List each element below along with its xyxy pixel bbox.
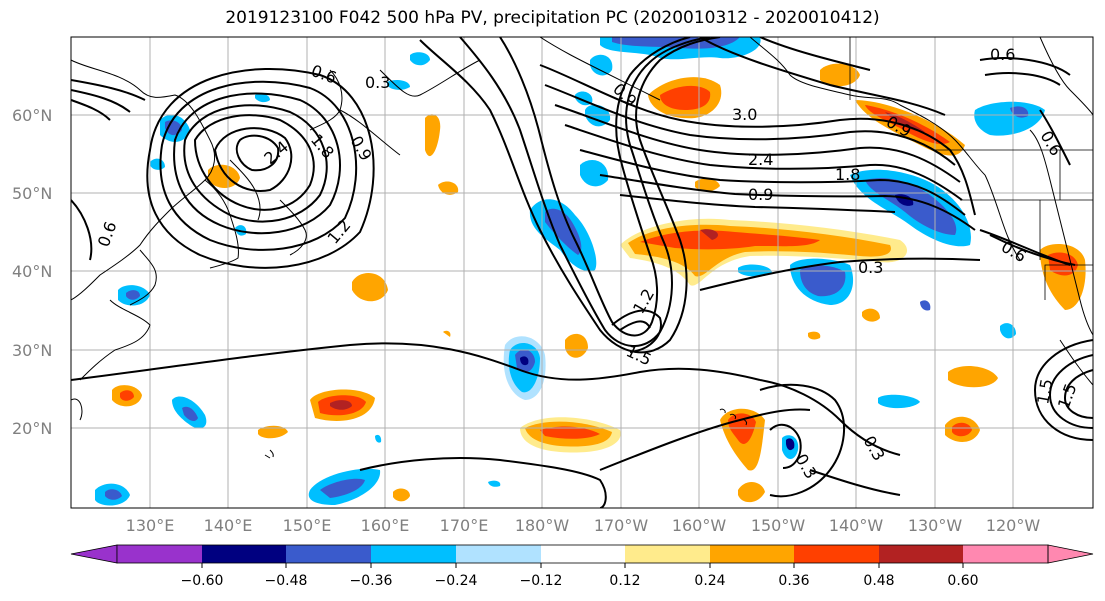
longitude-labels: 130°E 140°E 150°E 160°E 170°E 180°W 170°…: [126, 516, 1041, 535]
colorbar-segment: [117, 545, 202, 563]
colorbar-tick-label: −0.24: [435, 573, 478, 589]
map-border: [70, 36, 1094, 509]
colorbar-segment: [202, 545, 286, 563]
lat-label: 50°N: [12, 184, 52, 203]
colorbar-tick-label: −0.36: [350, 573, 393, 589]
colorbar-tick-label: 0.48: [863, 573, 894, 589]
lon-label: 130°W: [908, 516, 963, 535]
pv-contours: [71, 37, 1093, 508]
latitude-labels: 60°N 50°N 40°N 30°N 20°N: [12, 106, 52, 438]
colorbar-segment: [625, 545, 710, 563]
lon-label: 160°W: [672, 516, 727, 535]
colorbar-tick-label: 0.12: [609, 573, 640, 589]
colorbar-tick-label: 0.36: [778, 573, 809, 589]
lon-label: 120°W: [986, 516, 1041, 535]
contour-label: 0.3: [365, 73, 390, 92]
colorbar-tick-label: 0.24: [694, 573, 725, 589]
lon-label: 140°W: [829, 516, 884, 535]
lon-label: 150°E: [283, 516, 332, 535]
colorbar: −0.60 −0.48 −0.36 −0.24 −0.12 0.12 0.24 …: [70, 544, 1094, 589]
lon-label: 150°W: [751, 516, 806, 535]
contour-label: 1.5: [1033, 377, 1056, 405]
lon-label: 170°E: [440, 516, 489, 535]
colorbar-segment: [286, 545, 371, 563]
colorbar-extend-right: [1047, 544, 1094, 564]
colorbar-segment: [963, 545, 1048, 563]
map-title: 2019123100 F042 500 hPa PV, precipitatio…: [225, 8, 880, 28]
lon-label: 160°E: [361, 516, 410, 535]
contour-label: 0.6: [990, 45, 1015, 64]
colorbar-segment: [371, 545, 456, 563]
colorbar-tick-label: −0.12: [520, 573, 563, 589]
lon-label: 140°E: [204, 516, 253, 535]
lat-label: 30°N: [12, 341, 52, 360]
colorbar-extend-left: [70, 544, 118, 564]
lat-label: 20°N: [12, 419, 52, 438]
contour-label: 0.9: [748, 185, 773, 204]
colorbar-segment: [794, 545, 879, 563]
precip-negative-anomalies: [95, 37, 1045, 506]
colorbar-tick-label: 0.60: [947, 573, 978, 589]
contour-label: 0.3: [858, 258, 883, 277]
lon-label: 130°E: [126, 516, 175, 535]
colorbar-segment: [710, 545, 794, 563]
lon-label: 180°W: [515, 516, 570, 535]
colorbar-tick-label: −0.60: [181, 573, 224, 589]
lat-label: 40°N: [12, 262, 52, 281]
contour-label: 1.8: [835, 165, 860, 184]
contour-label: 2.4: [748, 150, 773, 169]
colorbar-segment: [456, 545, 541, 563]
lon-label: 170°W: [594, 516, 649, 535]
lat-label: 60°N: [12, 106, 52, 125]
contour-label: 3.0: [732, 105, 757, 124]
colorbar-segment: [541, 545, 625, 563]
colorbar-segment: [879, 545, 963, 563]
colorbar-tick-label: −0.48: [265, 573, 308, 589]
